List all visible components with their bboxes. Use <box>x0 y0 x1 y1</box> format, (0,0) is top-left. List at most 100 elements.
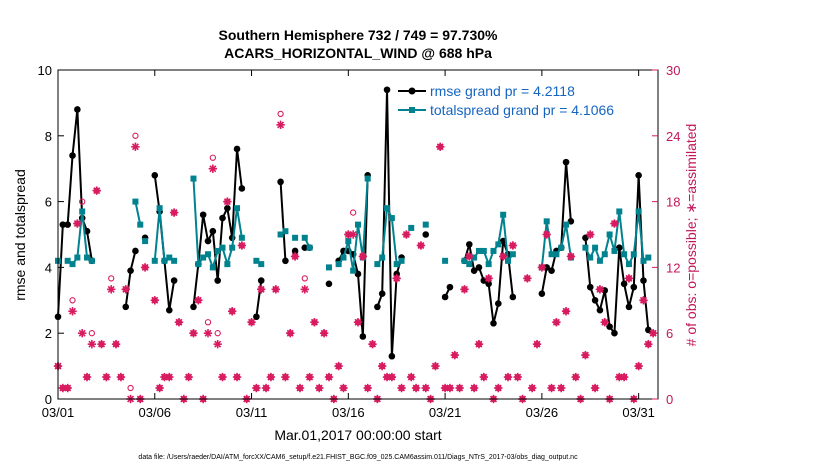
totalspread-point <box>630 251 637 258</box>
rmse-point <box>606 323 613 330</box>
totalspread-point <box>592 244 599 251</box>
x-tick-label: 03/01 <box>42 405 75 420</box>
rmse-point <box>219 214 226 222</box>
totalspread-point <box>601 251 608 258</box>
totalspread-point <box>277 231 284 238</box>
assimilated-obs-marker <box>155 383 164 393</box>
assimilated-obs-marker <box>184 372 193 382</box>
rmse-point <box>475 264 483 271</box>
assimilated-obs-marker <box>450 350 459 360</box>
assimilated-obs-marker <box>111 339 121 349</box>
rmse-point <box>190 303 197 311</box>
totalspread-point <box>374 261 381 268</box>
legend-label-totalspread: totalspread grand pr = 4.1066 <box>430 102 614 118</box>
assimilated-obs-marker <box>542 230 551 239</box>
assimilated-obs-marker <box>92 186 101 195</box>
rmse-point <box>224 204 231 212</box>
totalspread-point <box>64 257 71 264</box>
assimilated-obs-marker <box>465 252 474 261</box>
assimilated-obs-marker <box>557 383 566 393</box>
assimilated-obs-marker <box>498 252 508 261</box>
x-tick-label: 03/21 <box>429 405 462 420</box>
assimilated-obs-marker <box>208 164 218 173</box>
assimilated-obs-marker <box>286 329 295 338</box>
assimilated-obs-marker <box>436 142 445 151</box>
totalspread-point <box>350 267 357 274</box>
totalspread-point <box>301 234 308 241</box>
assimilated-obs-marker <box>63 383 72 393</box>
rmse-point <box>233 145 241 153</box>
series-layer <box>54 86 652 360</box>
axes-layer: 03/01 03/06 03/11 03/16 03/21 03/26 03/3102468… <box>38 63 681 420</box>
assimilated-obs-marker <box>324 372 334 382</box>
rmse-point <box>620 280 628 288</box>
rmse-point <box>374 303 381 311</box>
assimilated-obs-marker <box>523 274 532 283</box>
assimilated-obs-marker <box>165 372 174 382</box>
totalspread-point <box>587 254 594 261</box>
rmse-point <box>253 313 260 321</box>
totalspread-point <box>461 257 468 264</box>
rmse-point <box>122 303 130 311</box>
assimilated-obs-marker <box>460 285 469 294</box>
totalspread-point <box>606 231 613 238</box>
totalspread-point <box>616 208 623 215</box>
rmse-point <box>204 237 212 245</box>
rmse-point <box>214 277 221 284</box>
totalspread-point <box>84 254 91 261</box>
assimilated-obs-marker <box>503 372 513 382</box>
assimilated-obs-marker <box>131 142 140 151</box>
totalspread-point <box>543 218 550 225</box>
possible-obs-marker <box>132 132 139 139</box>
legend-marker-totalspread <box>409 107 415 113</box>
assimilated-obs-marker <box>624 274 634 283</box>
assimilated-obs-marker <box>639 296 648 305</box>
assimilated-obs-marker <box>527 383 537 393</box>
totalspread-point <box>355 221 361 228</box>
legend: rmse grand pr = 4.2118 totalspread grand… <box>398 83 614 118</box>
assimilated-obs-marker <box>547 383 556 393</box>
assimilated-obs-marker <box>140 263 150 272</box>
assimilated-obs-marker <box>552 318 561 327</box>
possible-obs-marker <box>209 154 216 161</box>
totalspread-point <box>466 261 473 268</box>
totalspread-point <box>500 211 507 218</box>
x-tick-label: 03/31 <box>622 405 655 420</box>
assimilated-obs-marker <box>261 383 271 393</box>
rmse-point <box>586 283 594 291</box>
assimilated-obs-marker <box>257 285 266 294</box>
totalspread-point <box>471 254 478 261</box>
totalspread-point <box>229 244 236 251</box>
assimilated-obs-marker <box>121 285 130 294</box>
totalspread-point <box>156 205 163 212</box>
data-file-footer: data file: /Users/raeder/DAI/ATM_forcXX/… <box>138 454 578 461</box>
assimilated-obs-marker <box>571 372 580 382</box>
possible-obs-marker <box>301 275 308 282</box>
assimilated-obs-marker <box>305 372 314 382</box>
totalspread-point <box>219 244 226 251</box>
assimilated-obs-marker <box>237 241 247 250</box>
legend-label-rmse: rmse grand pr = 4.2118 <box>430 83 575 99</box>
totalspread-point <box>200 254 207 261</box>
assimilated-obs-marker <box>513 372 522 382</box>
totalspread-line <box>134 201 142 225</box>
assimilated-obs-marker <box>227 307 237 316</box>
rmse-point <box>127 267 134 274</box>
x-tick-label: 03/06 <box>139 405 172 420</box>
assimilated-obs-marker <box>319 329 329 338</box>
y-tick-label: 0 <box>45 392 52 407</box>
rmse-point <box>485 280 492 288</box>
rmse-point <box>490 320 497 327</box>
totalspread-point <box>480 247 487 254</box>
possible-obs-marker <box>108 275 115 282</box>
rmse-point <box>422 231 430 238</box>
assimilated-obs-marker <box>68 307 77 316</box>
y2-tick-label: 6 <box>666 326 673 341</box>
y-axis-label: rmse and totalspread <box>12 169 28 301</box>
y2-axis-label: # of obs: o=possible; ∗=assimilated <box>683 124 699 347</box>
totalspread-point <box>408 224 415 231</box>
y-tick-label: 10 <box>38 63 52 78</box>
y2-tick-label: 24 <box>666 129 680 144</box>
x-tick-label: 03/16 <box>332 405 365 420</box>
